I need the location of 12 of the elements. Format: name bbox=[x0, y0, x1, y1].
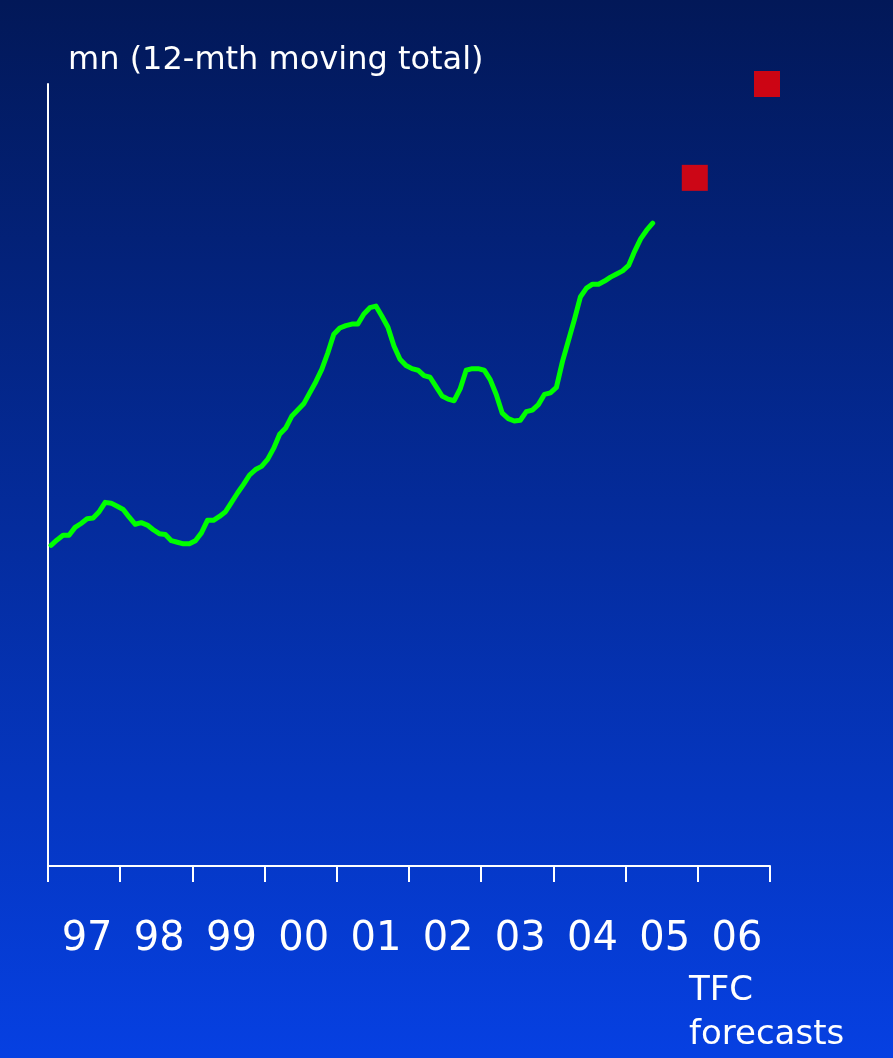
x-tick-label: 02 bbox=[422, 913, 474, 959]
x-tick-label: 99 bbox=[206, 913, 257, 959]
x-tick-label: 97 bbox=[61, 913, 113, 959]
x-tick-label: 98 bbox=[133, 913, 185, 959]
y-axis-title: mn (12-mth moving total) bbox=[68, 39, 484, 77]
x-tick-label: 00 bbox=[278, 913, 330, 959]
x-tick-label: 03 bbox=[494, 913, 546, 959]
x-tick-label: 01 bbox=[350, 913, 402, 959]
x-tick-label: 04 bbox=[567, 913, 618, 959]
x-tick-label: 05 bbox=[639, 913, 691, 959]
text: TFC forecasts bbox=[688, 968, 845, 1052]
x-tick-label: 06 bbox=[711, 913, 763, 959]
